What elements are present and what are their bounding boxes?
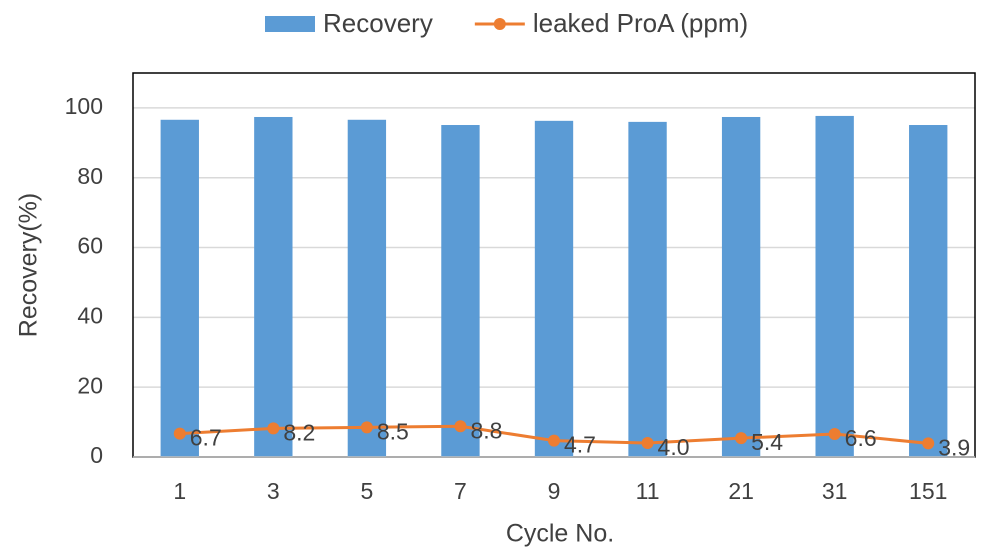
- point: [454, 420, 467, 433]
- y-tick-label: 100: [65, 93, 103, 119]
- bar: [909, 125, 948, 458]
- point: [828, 427, 841, 440]
- point: [922, 437, 935, 450]
- point: [641, 437, 654, 450]
- data-label: 6.7: [190, 425, 222, 451]
- bar: [441, 125, 480, 458]
- bar: [628, 121, 667, 457]
- bar: [534, 120, 574, 458]
- x-tick-label: 21: [728, 478, 754, 504]
- x-axis-title: Cycle No.: [506, 520, 614, 548]
- bar: [815, 115, 854, 458]
- data-label: 4.7: [564, 432, 596, 458]
- point: [548, 434, 560, 447]
- x-tick-label: 7: [454, 478, 467, 504]
- point: [267, 422, 280, 435]
- legend-label: leaked ProA (ppm): [533, 8, 748, 38]
- bar: [347, 119, 387, 457]
- point: [360, 421, 373, 434]
- y-tick-label: 0: [90, 442, 103, 468]
- point: [735, 432, 748, 445]
- data-label: 5.4: [751, 429, 783, 455]
- x-tick-label: 31: [822, 478, 848, 504]
- bar: [254, 116, 293, 458]
- x-tick-label: 151: [909, 478, 947, 504]
- data-label: 8.8: [470, 417, 502, 443]
- bar: [721, 116, 761, 458]
- y-tick-label: 20: [77, 372, 103, 398]
- data-label: 4.0: [658, 434, 690, 460]
- y-tick-label: 60: [77, 233, 103, 259]
- legend-label: Recovery: [323, 8, 433, 38]
- data-label: 8.2: [283, 419, 315, 445]
- x-tick-label: 3: [267, 478, 280, 504]
- data-label: 3.9: [938, 434, 970, 460]
- data-label: 8.5: [377, 418, 409, 444]
- point: [173, 427, 186, 440]
- x-tick-label: 1: [173, 478, 186, 504]
- data-label: 6.6: [845, 425, 877, 451]
- x-tick-label: 9: [548, 478, 561, 504]
- y-tick-label: 40: [77, 302, 103, 328]
- y-axis-title: Recovery(%): [15, 193, 43, 337]
- legend-swatch: [265, 16, 315, 32]
- legend-marker: [493, 18, 506, 30]
- bar: [160, 119, 199, 457]
- y-tick-label: 80: [77, 163, 103, 189]
- x-tick-label: 11: [636, 478, 660, 504]
- x-tick-label: 5: [360, 478, 373, 504]
